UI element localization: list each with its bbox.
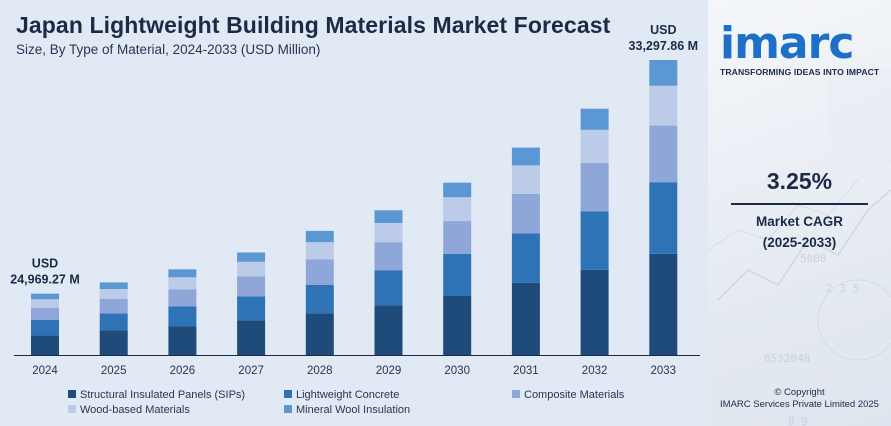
legend-label: Composite Materials <box>524 389 625 401</box>
bar-segment-2033-s2 <box>649 125 678 183</box>
total-annotation-2033-currency: USD <box>650 23 676 37</box>
bar-segment-2032-s3 <box>580 129 609 164</box>
bar-segment-2024-s1 <box>31 319 59 336</box>
legend-item-0: Structural Insulated Panels (SIPs) <box>68 389 245 401</box>
bar-segment-2032-s1 <box>580 211 609 270</box>
bar-segment-2031-s1 <box>511 233 540 283</box>
bar-segment-2030-s0 <box>443 296 472 355</box>
cagr-divider <box>731 203 868 205</box>
x-tick-label-2025: 2025 <box>101 365 127 377</box>
legend-label: Mineral Wool Insulation <box>296 404 411 416</box>
bar-segment-2032-s2 <box>580 163 609 212</box>
bar-segment-2030-s3 <box>443 197 472 222</box>
bar-segment-2024-s3 <box>31 299 59 308</box>
copyright-line-2: IMARC Services Private Limited 2025 <box>720 399 879 410</box>
legend-swatch <box>284 405 292 413</box>
legend-label: Lightweight Concrete <box>296 389 400 401</box>
bar-segment-2028-s3 <box>305 242 334 260</box>
x-tick-label-2028: 2028 <box>307 365 333 377</box>
bar-segment-2028-s4 <box>305 230 334 243</box>
legend-item-2: Composite Materials <box>512 389 624 401</box>
logo-wordmark: imarc <box>720 18 854 69</box>
legend-swatch <box>512 390 520 398</box>
bar-segment-2027-s1 <box>237 296 266 321</box>
legend-swatch <box>284 390 292 398</box>
bar-segment-2029-s2 <box>374 242 403 271</box>
bar-segment-2026-s3 <box>168 277 197 290</box>
total-annotation-2033-value: 33,297.86 M <box>629 39 699 53</box>
bar-segment-2030-s1 <box>443 253 472 296</box>
bar-segment-2031-s4 <box>511 147 540 166</box>
x-tick-label-2031: 2031 <box>513 365 539 377</box>
bar-segment-2028-s2 <box>305 259 334 285</box>
legend-label: Wood-based Materials <box>80 404 190 416</box>
bar-segment-2027-s3 <box>237 261 266 277</box>
background-decoration <box>708 70 891 361</box>
bar-segment-2029-s1 <box>374 270 403 306</box>
bar-segment-2025-s4 <box>99 282 128 289</box>
bar-segment-2024-s4 <box>31 293 59 300</box>
bar-segment-2028-s0 <box>305 313 334 355</box>
bar-segment-2027-s0 <box>237 320 266 355</box>
bar-segment-2026-s4 <box>168 269 197 278</box>
cagr-label: Market CAGR <box>755 214 844 229</box>
bar-segment-2027-s4 <box>237 252 266 262</box>
legend-label: Structural Insulated Panels (SIPs) <box>80 389 246 401</box>
page-subtitle: Size, By Type of Material, 2024-2033 (US… <box>16 42 321 57</box>
total-annotation-2024-value: 24,969.27 M <box>10 273 80 287</box>
cagr-value: 3.25% <box>766 168 833 194</box>
bar-segment-2026-s2 <box>168 289 197 307</box>
legend-item-3: Wood-based Materials <box>68 404 190 416</box>
x-tick-label-2026: 2026 <box>170 365 196 377</box>
bar-segment-2026-s0 <box>168 326 197 355</box>
bar-segment-2030-s4 <box>443 182 472 198</box>
x-tick-label-2024: 2024 <box>32 365 58 377</box>
bar-segment-2026-s1 <box>168 306 197 327</box>
bar-segment-2031-s3 <box>511 165 540 194</box>
bar-segment-2024-s0 <box>31 335 59 355</box>
x-tick-label-2027: 2027 <box>238 365 264 377</box>
bar-segment-2025-s3 <box>99 288 128 299</box>
x-tick-label-2030: 2030 <box>444 365 470 377</box>
page-title: Japan Lightweight Building Materials Mar… <box>16 12 611 38</box>
bar-segment-2024-s2 <box>31 307 59 320</box>
bar-segment-2033-s1 <box>649 182 678 254</box>
stacked-bar-chart: 2024 USD 24,969.27 M 2025 2026 2027 2028 2029 20… <box>10 23 700 377</box>
legend-swatch <box>68 405 76 413</box>
bar-segment-2032-s4 <box>580 108 609 130</box>
bar-segment-2031-s0 <box>511 282 540 355</box>
legend-item-1: Lightweight Concrete <box>284 389 399 401</box>
bar-segment-2025-s0 <box>99 330 128 355</box>
bar-segment-2033-s4 <box>649 60 678 86</box>
x-tick-label-2033: 2033 <box>651 365 677 377</box>
bar-segment-2025-s2 <box>99 298 128 314</box>
imarc-logo: imarc TRANSFORMING IDEAS INTO IMPACT <box>720 18 880 78</box>
bar-segment-2030-s2 <box>443 221 472 254</box>
bar-segment-2027-s2 <box>237 276 266 297</box>
copyright-line-1: © Copyright <box>774 387 825 398</box>
bar-segment-2025-s1 <box>99 313 128 331</box>
x-tick-label-2029: 2029 <box>376 365 402 377</box>
legend-swatch <box>68 390 76 398</box>
bar-segment-2029-s4 <box>374 210 403 223</box>
bar-segment-2029-s0 <box>374 305 403 355</box>
copyright-notice: © Copyright IMARC Services Private Limit… <box>708 387 891 411</box>
bar-segment-2032-s0 <box>580 269 609 355</box>
cagr-period: (2025-2033) <box>762 235 837 250</box>
legend-item-4: Mineral Wool Insulation <box>284 404 410 416</box>
bar-segment-2031-s2 <box>511 193 540 234</box>
bar-segment-2028-s1 <box>305 284 334 314</box>
x-tick-label-2032: 2032 <box>582 365 608 377</box>
bar-segment-2033-s3 <box>649 85 678 126</box>
info-panel: 5000 2 3 5 0532048 8 9 <box>708 0 891 426</box>
logo-tagline: TRANSFORMING IDEAS INTO IMPACT <box>720 67 880 77</box>
bar-segment-2033-s0 <box>649 253 678 355</box>
total-annotation-2024-currency: USD <box>32 257 58 271</box>
bar-segment-2029-s3 <box>374 222 403 243</box>
